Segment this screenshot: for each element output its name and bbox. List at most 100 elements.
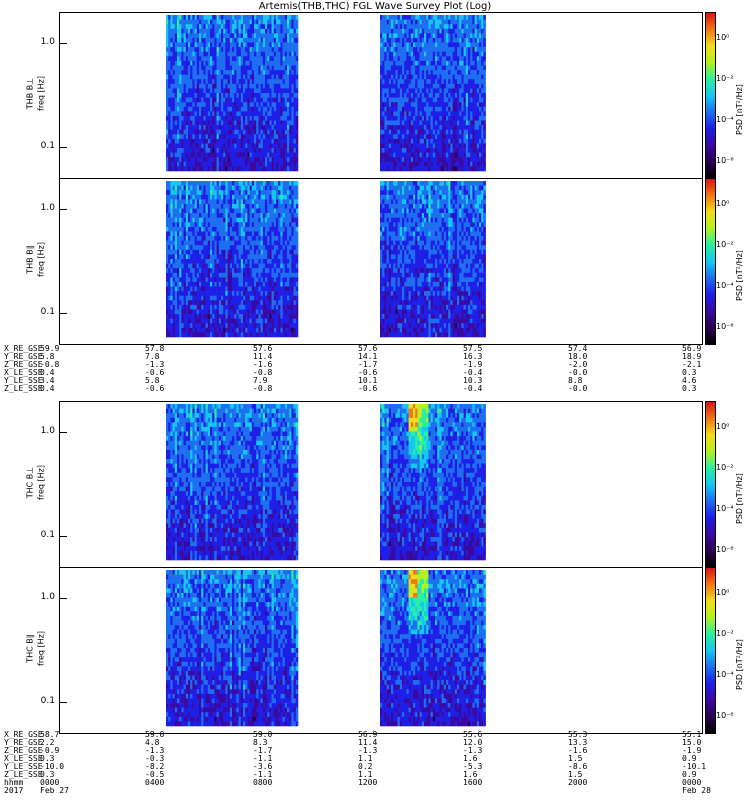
ephem-row-label: X_LE_SSE — [4, 368, 43, 377]
ephem-value: Feb 27 — [40, 786, 69, 795]
ephem-row-label: Z_LE_SSE — [4, 384, 43, 393]
ephem-row-label: hhmm — [4, 778, 24, 787]
ytick-mark — [59, 536, 67, 538]
colorbar-tick: 10⁻² — [716, 628, 734, 638]
heatmap-thc-bpar — [166, 570, 486, 727]
ephem-value: -1.3 — [358, 746, 378, 755]
colorbar-label: PSD [nT²/Hz] — [735, 638, 744, 690]
ephem-row-label: Y_LE_SSE — [4, 376, 43, 385]
colorbar — [705, 178, 716, 345]
ephem-value: 1600 — [463, 778, 483, 787]
ephem-value: 0.3 — [40, 754, 55, 763]
ephem-row-label: Y_LE_SSE — [4, 762, 43, 771]
ephem-value: -0.0 — [568, 384, 588, 393]
ytick-mark — [59, 432, 67, 434]
ephem-value: 0.2 — [358, 762, 373, 771]
ephem-value: 0.9 — [682, 770, 697, 779]
ephem-value: 15.0 — [682, 738, 702, 747]
ytick-label: 1.0 — [40, 592, 55, 603]
ytick-mark — [59, 598, 67, 600]
ephem-value: 1.5 — [568, 754, 583, 763]
ephem-row-label: 2017 — [4, 786, 24, 795]
ephem-value: -0.6 — [358, 384, 378, 393]
ephem-value: -0.8 — [253, 368, 273, 377]
ephem-value: 0800 — [253, 778, 273, 787]
ephem-value: 11.4 — [358, 738, 378, 747]
ephem-value: -1.9 — [682, 746, 702, 755]
colorbar-tick: 10⁻⁴ — [716, 115, 734, 125]
colorbar-tick: 10⁰ — [716, 587, 730, 597]
colorbar-tick: 10⁰ — [716, 32, 730, 42]
ephem-value: -8.6 — [568, 762, 588, 771]
ephem-value: 1.1 — [358, 754, 373, 763]
ephem-value: 59.0 — [145, 730, 165, 739]
ytick-label: 1.0 — [40, 37, 55, 48]
ephem-value: 0.4 — [40, 368, 55, 377]
ytick-label: 1.0 — [40, 426, 55, 437]
ephem-row-label: X_LE_SSE — [4, 754, 43, 763]
colorbar-tick: 10⁻⁶ — [716, 545, 734, 555]
ephem-value: -0.8 — [253, 384, 273, 393]
ephem-value: 13.3 — [568, 738, 588, 747]
ephem-value: 16.3 — [463, 352, 483, 361]
ephem-value: 55.6 — [463, 730, 483, 739]
ytick-label: 0.1 — [40, 530, 55, 541]
ephem-value: 5.8 — [145, 376, 160, 385]
ephem-value: -1.7 — [253, 746, 273, 755]
ephem-value: -0.6 — [145, 368, 165, 377]
ephem-value: 2000 — [568, 778, 588, 787]
freq-axis-label: freq [Hz] — [36, 464, 46, 500]
ephem-value: -1.3 — [145, 360, 165, 369]
panel-ylabel: THC B⊥ — [25, 466, 35, 498]
ephem-value: 7.9 — [253, 376, 268, 385]
ytick-mark — [59, 313, 67, 315]
ephem-value: -1.6 — [253, 360, 273, 369]
ephem-value: 0000 — [682, 778, 702, 787]
ephem-value: 18.9 — [682, 352, 702, 361]
ephem-value: 0000 — [40, 778, 60, 787]
ephem-value: 11.4 — [253, 352, 273, 361]
ephem-value: 1.1 — [358, 770, 373, 779]
ephem-value: -0.5 — [145, 770, 165, 779]
ephem-value: 5.8 — [40, 352, 55, 361]
heatmap-thb-bperp — [166, 15, 486, 172]
ytick-label: 0.1 — [40, 307, 55, 318]
ephem-value: 56.9 — [682, 344, 702, 353]
colorbar-tick: 10⁰ — [716, 198, 730, 208]
ephem-value: 7.8 — [145, 352, 160, 361]
ephem-value: -0.9 — [40, 746, 60, 755]
ephem-value: -2.0 — [568, 360, 588, 369]
ytick-mark — [59, 147, 67, 149]
colorbar-tick: 10⁻² — [716, 73, 734, 83]
ephem-row-label: X_RE_GSE — [4, 344, 43, 353]
heatmap-thc-bperp — [166, 404, 486, 561]
ephem-value: 57.5 — [463, 344, 483, 353]
ephem-value: 57.4 — [568, 344, 588, 353]
ephem-row-label: X_RE_GSE — [4, 730, 43, 739]
ephem-row-label: Z_LE_SSE — [4, 770, 43, 779]
ephem-value: 55.3 — [568, 730, 588, 739]
ephem-value: 0.3 — [682, 384, 697, 393]
ephem-value: 10.1 — [358, 376, 378, 385]
colorbar — [705, 401, 716, 568]
ephem-value: 1.5 — [568, 770, 583, 779]
ephem-value: 2.2 — [40, 738, 55, 747]
ephem-value: 0.3 — [682, 368, 697, 377]
colorbar-tick: 10⁻⁶ — [716, 711, 734, 721]
panel-ylabel: THC B∥ — [25, 633, 35, 663]
ephem-value: -1.6 — [568, 746, 588, 755]
ephem-value: -0.8 — [40, 360, 60, 369]
ephem-value: -0.4 — [463, 384, 483, 393]
ephem-value: 55.1 — [682, 730, 702, 739]
freq-axis-label: freq [Hz] — [36, 241, 46, 277]
ephem-value: 4.8 — [145, 738, 160, 747]
ytick-mark — [59, 43, 67, 45]
ephem-value: 8.8 — [568, 376, 583, 385]
freq-axis-label: freq [Hz] — [36, 75, 46, 111]
panel-ylabel: THB B∥ — [25, 244, 35, 274]
ephem-value: 59.0 — [253, 730, 273, 739]
ytick-label: 0.1 — [40, 696, 55, 707]
ephem-value: 1.6 — [463, 770, 478, 779]
ephem-value: -1.9 — [463, 360, 483, 369]
ephem-value: 8.3 — [253, 738, 268, 747]
